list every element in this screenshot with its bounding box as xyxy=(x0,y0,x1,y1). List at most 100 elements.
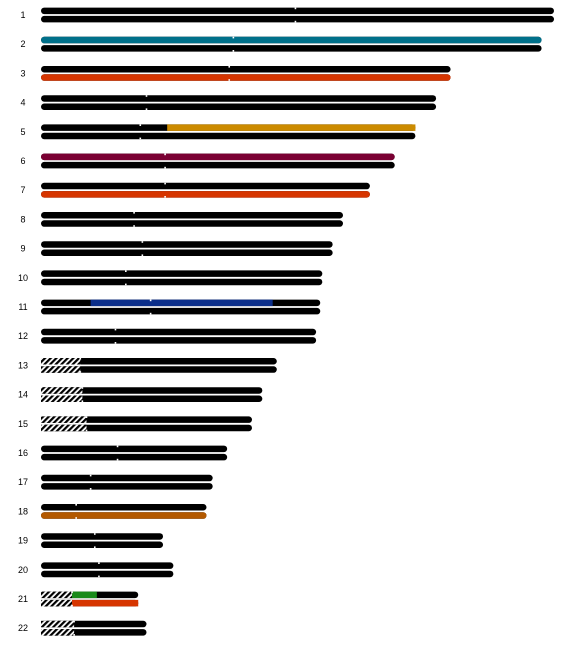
chromosome-label: 9 xyxy=(20,244,25,254)
centromere-notch xyxy=(73,620,75,623)
centromere-notch xyxy=(71,591,73,594)
chromatid-top xyxy=(41,270,323,277)
centromere-notch xyxy=(164,153,166,156)
centromere-notch xyxy=(81,400,84,402)
chromosome-row-7: 7 xyxy=(20,182,370,198)
centromere-notch xyxy=(85,416,88,418)
painted-segment xyxy=(41,512,207,519)
chromatid-bottom xyxy=(41,161,395,169)
centromere-notch xyxy=(228,79,231,81)
chromosome-row-16: 16 xyxy=(18,445,228,461)
chromosome-label: 7 xyxy=(20,185,25,195)
painted-segment xyxy=(72,599,139,607)
chromosome-label: 11 xyxy=(18,302,27,312)
chromatid-bottom xyxy=(41,278,323,286)
centromere-notch xyxy=(98,562,100,564)
chromosome-label: 15 xyxy=(18,419,28,429)
chromosome-label: 8 xyxy=(20,214,25,224)
centromere-notch xyxy=(133,212,135,214)
centromere-notch xyxy=(149,299,152,302)
short-arm-hatch xyxy=(41,395,83,402)
chromatid-top xyxy=(41,95,437,102)
chromosome-row-1: 1 xyxy=(20,7,554,23)
short-arm-hatch xyxy=(41,629,75,636)
chromosome-row-3: 3 xyxy=(20,66,451,81)
painted-segment xyxy=(167,124,416,131)
chromatid-top xyxy=(41,445,228,453)
centromere-notch xyxy=(164,182,166,185)
centromere-notch xyxy=(164,166,166,169)
chromosome-row-9: 9 xyxy=(20,241,333,256)
chromosome-row-14: 14 xyxy=(18,387,263,402)
chromosome-label: 17 xyxy=(18,477,28,487)
chromatid-bottom xyxy=(41,337,317,344)
short-arm-hatch xyxy=(41,599,73,607)
chromatid-bottom xyxy=(41,103,437,110)
chromatid-bottom xyxy=(41,307,321,315)
chromatid-bottom xyxy=(41,483,213,490)
chromatid-bottom xyxy=(41,424,252,432)
short-arm-hatch xyxy=(41,358,81,365)
chromosome-label: 12 xyxy=(18,331,28,341)
short-arm-hatch xyxy=(41,591,73,599)
centromere-notch xyxy=(89,474,92,477)
centromere-notch xyxy=(93,546,96,548)
chromatid-bottom xyxy=(41,453,228,461)
chromatid-top xyxy=(41,387,263,394)
chromatid-top xyxy=(41,533,164,540)
centromere-notch xyxy=(116,445,119,448)
centromere-notch xyxy=(79,358,82,360)
chromosome-label: 19 xyxy=(18,536,28,546)
chromosome-label: 20 xyxy=(18,565,28,575)
chromosome-row-21: 21 xyxy=(18,591,139,607)
chromosome-row-12: 12 xyxy=(18,328,317,344)
centromere-notch xyxy=(98,575,100,578)
centromere-notch xyxy=(164,196,166,198)
chromatid-bottom xyxy=(41,541,164,548)
chromatid-bottom xyxy=(41,249,333,256)
painted-segment xyxy=(41,74,451,81)
chromatid-bottom xyxy=(41,220,344,227)
chromosome-row-22: 22 xyxy=(18,620,147,636)
chromosome-row-5: 5 xyxy=(20,124,416,140)
chromosome-row-18: 18 xyxy=(18,504,207,519)
chromatid-bottom xyxy=(41,15,554,23)
chromosome-row-15: 15 xyxy=(18,416,252,432)
chromosome-label: 6 xyxy=(20,156,25,166)
centromere-notch xyxy=(75,517,77,519)
chromosome-row-17: 17 xyxy=(18,474,213,490)
centromere-notch xyxy=(89,488,92,490)
centromere-notch xyxy=(294,20,297,23)
centromere-notch xyxy=(141,254,144,256)
chromatid-top xyxy=(41,328,317,336)
short-arm-hatch xyxy=(41,366,81,373)
chromosome-label: 5 xyxy=(20,127,25,137)
centromere-notch xyxy=(71,604,73,607)
short-arm-hatch xyxy=(41,424,87,432)
centromere-notch xyxy=(114,328,117,331)
centromere-notch xyxy=(139,137,142,140)
chromatid-top xyxy=(41,182,370,190)
chromosome-label: 18 xyxy=(18,506,28,516)
centromere-notch xyxy=(116,458,119,461)
chromatid-top xyxy=(41,66,451,73)
chromosome-label: 13 xyxy=(18,360,28,370)
chromosome-label: 14 xyxy=(18,390,28,400)
chromosome-row-13: 13 xyxy=(18,358,277,373)
centromere-notch xyxy=(149,312,152,315)
centromere-notch xyxy=(79,371,82,373)
short-arm-hatch xyxy=(41,620,75,628)
painted-segment xyxy=(72,591,97,599)
chromatid-bottom xyxy=(41,45,542,52)
chromosome-row-8: 8 xyxy=(20,212,344,227)
centromere-notch xyxy=(85,429,88,432)
chromatid-top xyxy=(41,562,174,569)
chromatid-top xyxy=(41,212,344,219)
centromere-notch xyxy=(145,95,148,97)
chromosome-label: 1 xyxy=(20,10,25,20)
chromatid-bottom xyxy=(41,570,174,578)
centromere-notch xyxy=(125,270,127,272)
chromosome-row-10: 10 xyxy=(18,270,323,286)
centromere-notch xyxy=(133,225,135,227)
